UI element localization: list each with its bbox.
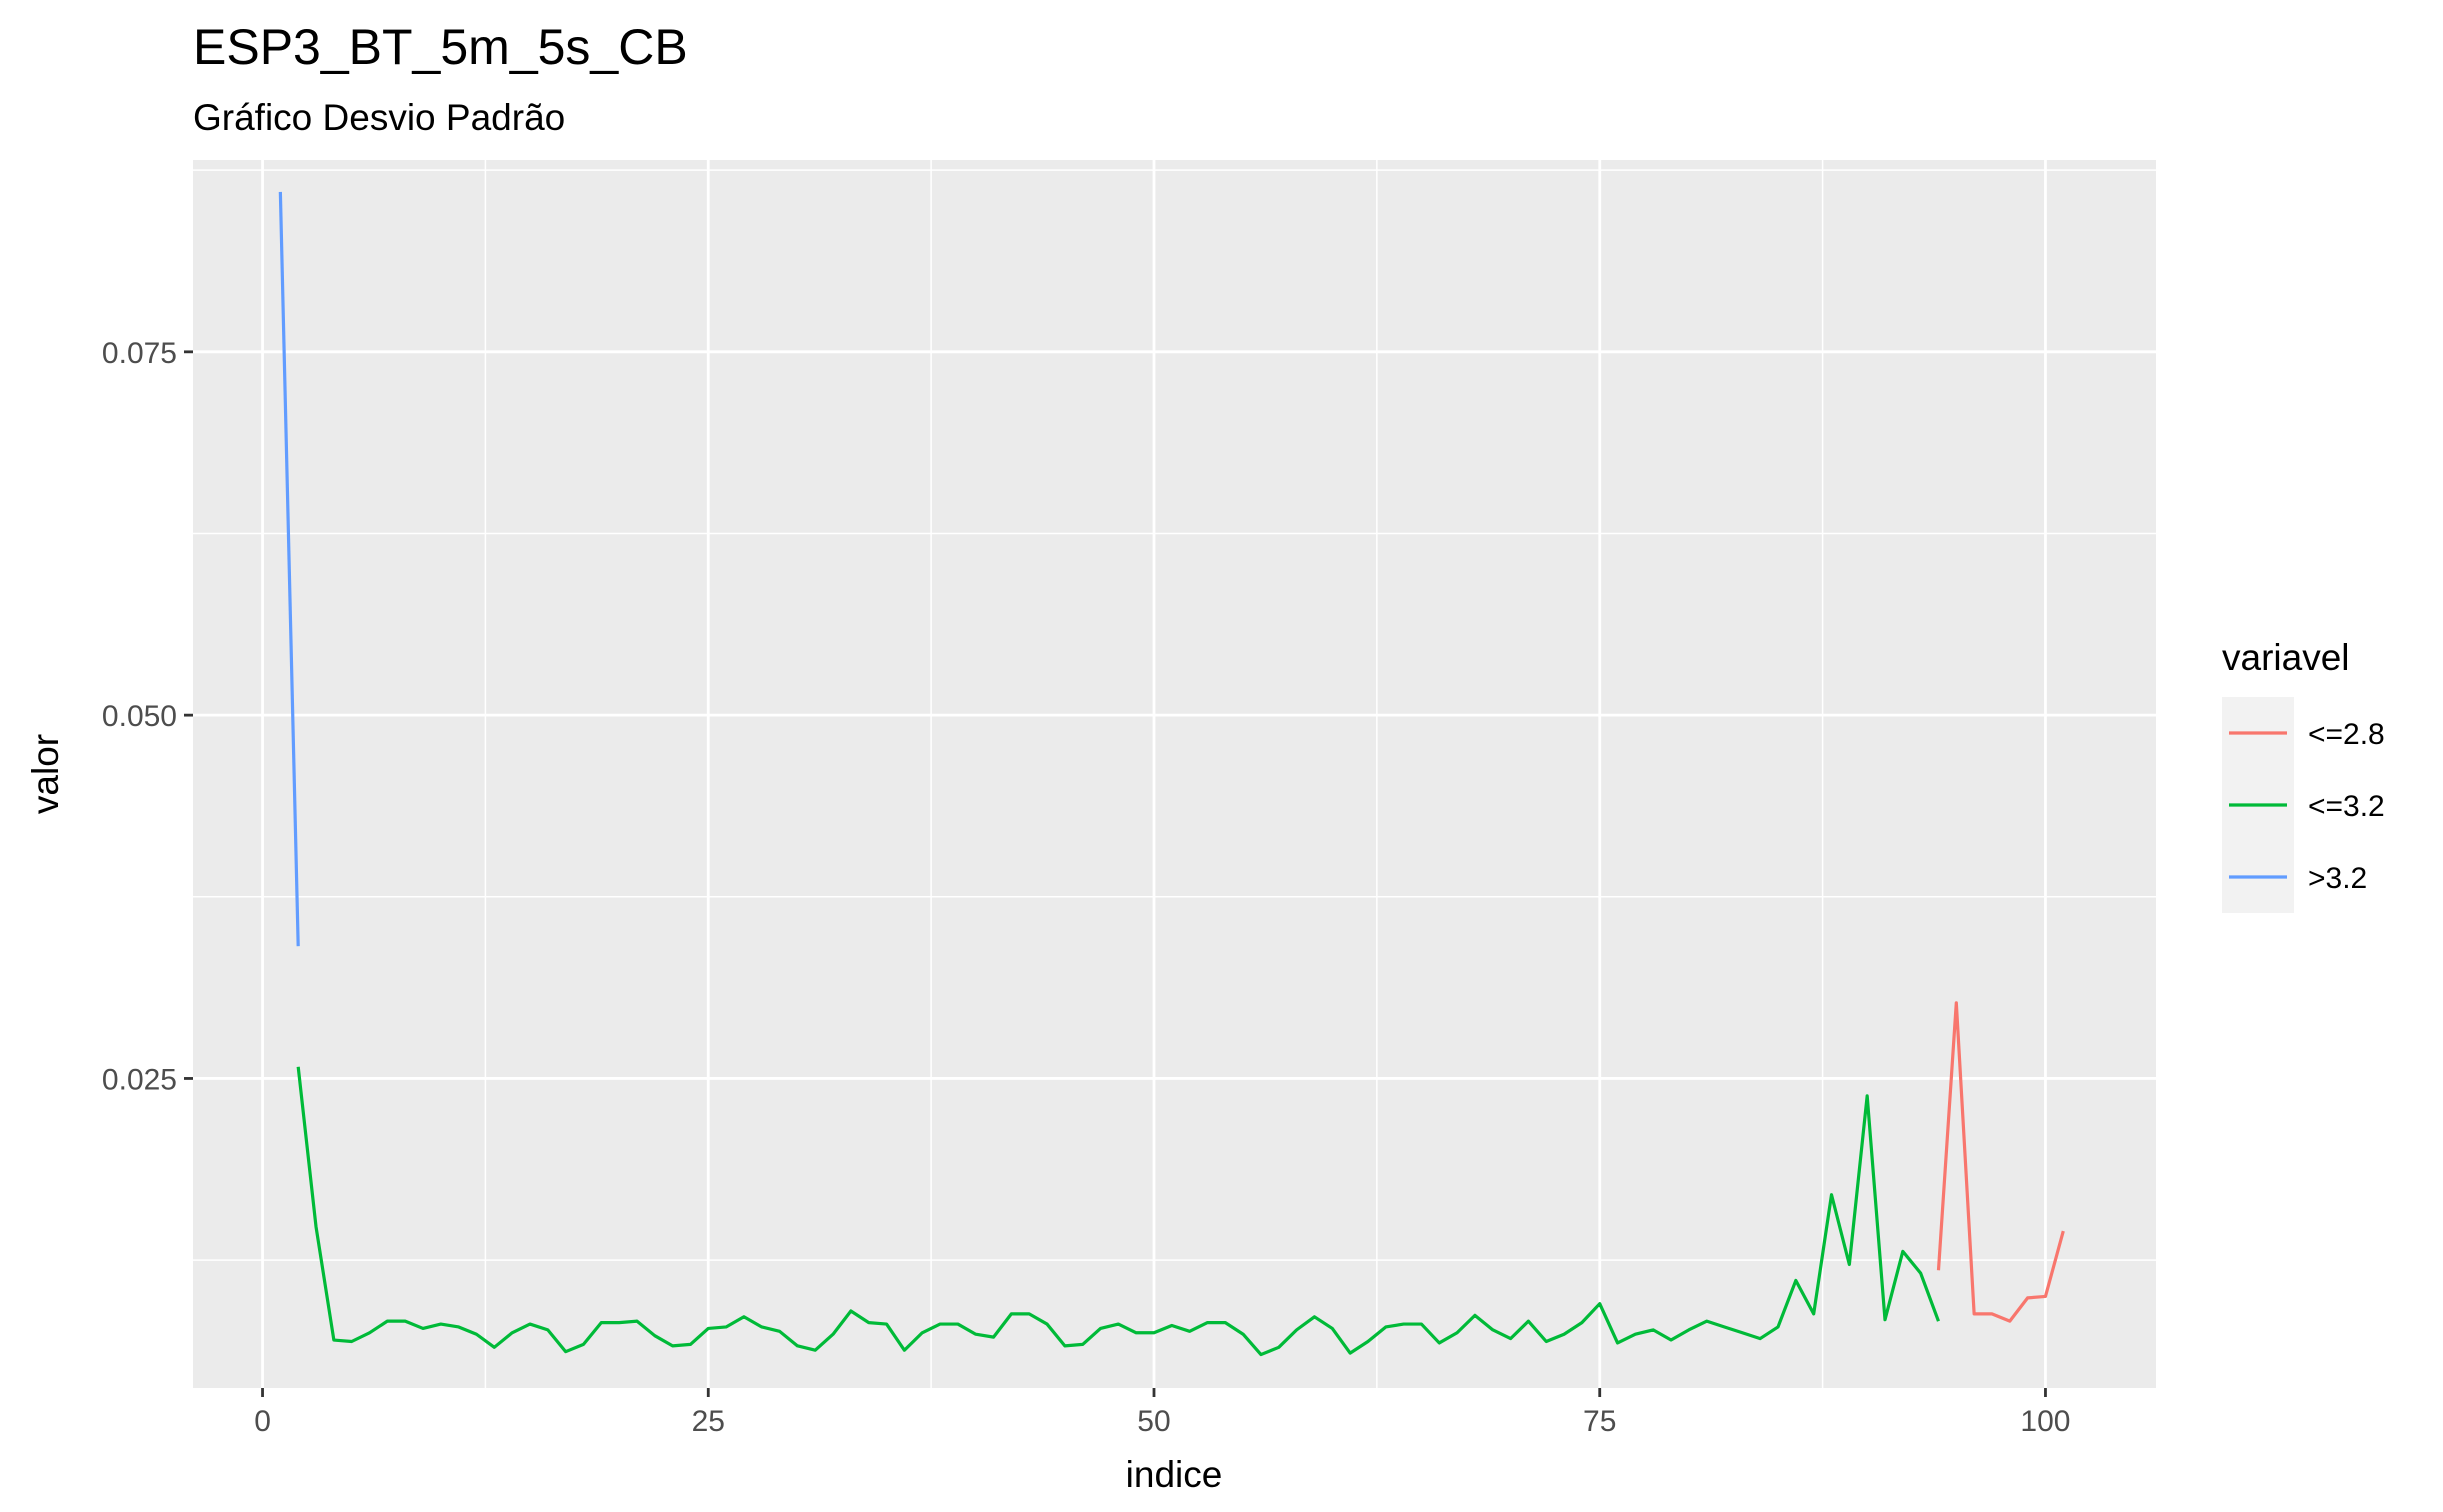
- chart-subtitle: Gráfico Desvio Padrão: [193, 97, 565, 138]
- chart-title: ESP3_BT_5m_5s_CB: [193, 19, 688, 75]
- x-axis-title: indice: [1126, 1454, 1223, 1495]
- major-gridlines: [193, 160, 2156, 1388]
- x-tick-label: 100: [2020, 1405, 2070, 1438]
- y-tick-label: 0.050: [102, 700, 177, 733]
- x-tick-label: 50: [1137, 1405, 1170, 1438]
- legend-label: >3.2: [2308, 862, 2367, 895]
- series-line-2: [296, 1066, 1940, 1357]
- legend-label: <=3.2: [2308, 790, 2385, 823]
- y-axis-title: valor: [25, 734, 66, 814]
- y-tick-label: 0.075: [102, 337, 177, 370]
- legend-label: <=2.8: [2308, 718, 2385, 751]
- series-line-3: [278, 191, 300, 947]
- minor-gridlines: [193, 160, 2156, 1388]
- x-tick-label: 25: [692, 1405, 725, 1438]
- x-axis: 0 25 50 75 100: [254, 1388, 2070, 1438]
- series-line-1: [1936, 1001, 2065, 1323]
- plot-panel: [193, 160, 2156, 1388]
- legend-items: <=2.8 <=3.2 >3.2: [2222, 697, 2385, 913]
- y-tick-label: 0.025: [102, 1063, 177, 1096]
- legend: variavel <=2.8 <=3.2 >3.2: [2222, 637, 2385, 913]
- x-tick-label: 0: [254, 1405, 271, 1438]
- legend-title: variavel: [2222, 637, 2350, 678]
- y-axis: 0.025 0.050 0.075: [102, 337, 193, 1096]
- series-layer: [278, 191, 2065, 1357]
- x-tick-label: 75: [1583, 1405, 1616, 1438]
